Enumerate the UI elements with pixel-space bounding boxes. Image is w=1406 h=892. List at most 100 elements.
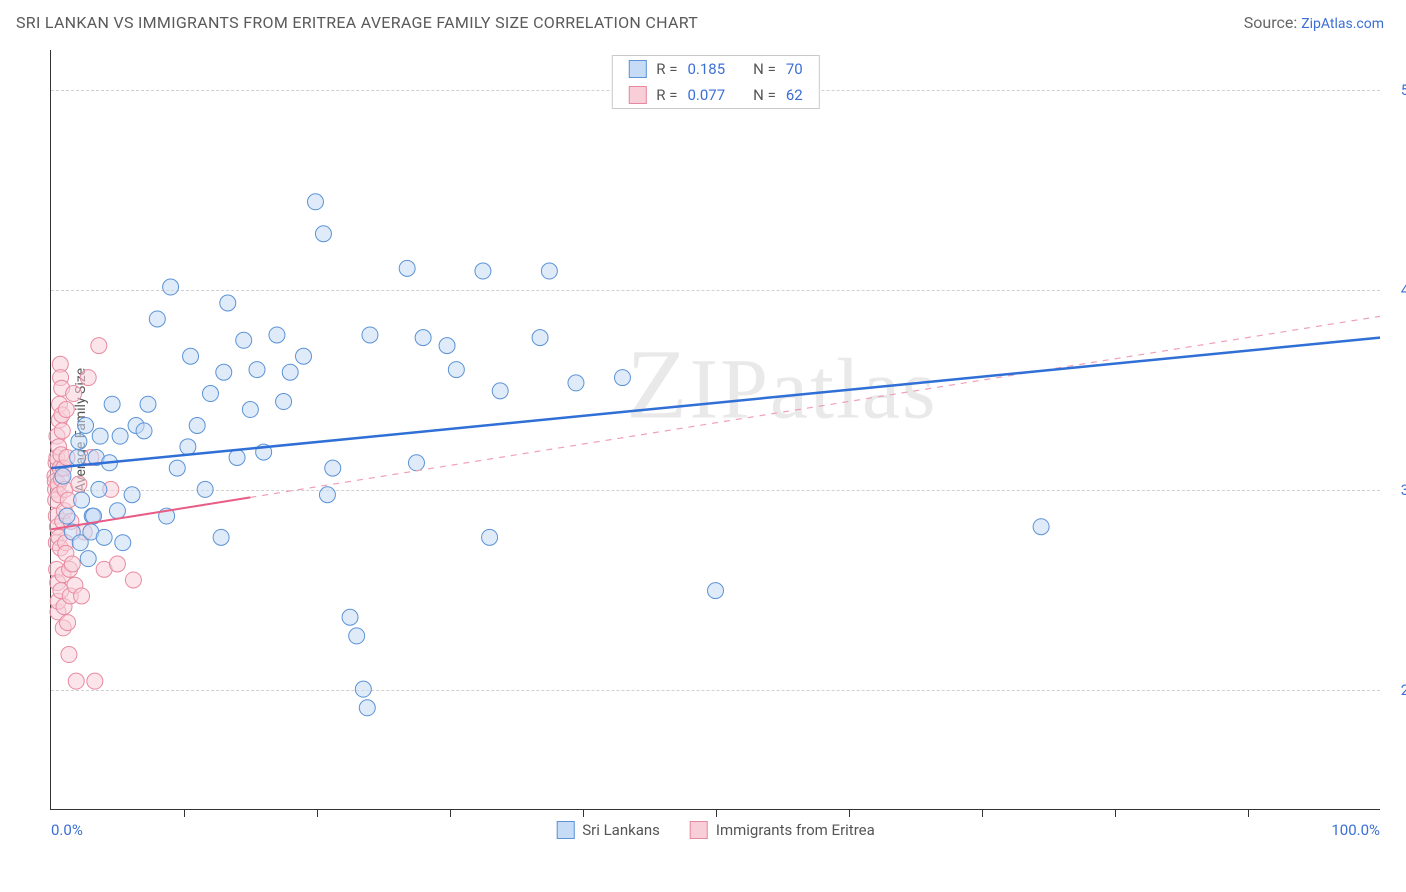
data-point [229, 449, 245, 465]
data-point [180, 439, 196, 455]
data-point [96, 529, 112, 545]
data-point [64, 556, 80, 572]
data-point [492, 383, 508, 399]
legend-label: Immigrants from Eritrea [716, 821, 875, 839]
data-point [276, 394, 292, 410]
data-point [342, 609, 358, 625]
data-point [359, 700, 375, 716]
source-link[interactable]: ZipAtlas.com [1301, 16, 1384, 32]
data-point [269, 327, 285, 343]
data-point [66, 386, 82, 402]
data-point [80, 551, 96, 567]
data-point [448, 362, 464, 378]
y-tick-label: 3.50 [1386, 481, 1406, 499]
data-point [189, 418, 205, 434]
r-value: 0.185 [687, 60, 725, 78]
stats-row-pink: R = 0.077 N = 62 [612, 82, 818, 108]
data-point [58, 402, 74, 418]
data-point [112, 428, 128, 444]
data-point [78, 418, 94, 434]
r-label: R = [656, 60, 677, 78]
data-point [87, 673, 103, 689]
data-point [475, 263, 491, 279]
data-point [125, 572, 141, 588]
data-point [59, 508, 75, 524]
data-point [242, 402, 258, 418]
x-tick [184, 809, 185, 817]
n-label: N = [753, 60, 776, 78]
data-point [140, 396, 156, 412]
data-point [68, 673, 84, 689]
data-point [149, 311, 165, 327]
data-point [568, 375, 584, 391]
plot-svg [51, 50, 1380, 809]
data-point [91, 338, 107, 354]
data-point [325, 460, 341, 476]
data-point [183, 348, 199, 364]
x-tick [583, 809, 584, 817]
data-point [74, 588, 90, 604]
x-tick [1248, 809, 1249, 817]
swatch-blue [556, 821, 574, 839]
x-max-label: 100.0% [1331, 821, 1380, 839]
data-point [236, 332, 252, 348]
x-tick [716, 809, 717, 817]
data-point [169, 460, 185, 476]
r-label: R = [656, 86, 677, 104]
source-label: Source: [1244, 13, 1301, 32]
data-point [362, 327, 378, 343]
data-point [71, 476, 87, 492]
data-point [482, 529, 498, 545]
data-point [92, 428, 108, 444]
data-point [216, 364, 232, 380]
data-point [136, 423, 152, 439]
data-point [249, 362, 265, 378]
data-point [197, 481, 213, 497]
y-tick-label: 2.75 [1386, 681, 1406, 699]
data-point [399, 260, 415, 276]
data-point [319, 487, 335, 503]
data-point [124, 487, 140, 503]
data-point [55, 468, 71, 484]
data-point [355, 681, 371, 697]
data-point [415, 330, 431, 346]
chart-title: SRI LANKAN VS IMMIGRANTS FROM ERITREA AV… [16, 13, 698, 32]
title-bar: SRI LANKAN VS IMMIGRANTS FROM ERITREA AV… [0, 0, 1406, 44]
data-point [282, 364, 298, 380]
data-point [439, 338, 455, 354]
data-point [220, 295, 236, 311]
data-point [315, 226, 331, 242]
stats-legend: R = 0.185 N = 70 R = 0.077 N = 62 [611, 55, 819, 109]
data-point [163, 279, 179, 295]
stats-row-blue: R = 0.185 N = 70 [612, 56, 818, 82]
x-tick [982, 809, 983, 817]
x-tick [317, 809, 318, 817]
y-tick-label: 4.25 [1386, 281, 1406, 299]
data-point [91, 481, 107, 497]
data-point [71, 433, 87, 449]
scatter-plot: ZIPatlas Average Family Size 2.753.504.2… [50, 50, 1380, 810]
data-point [202, 386, 218, 402]
source-credit: Source: ZipAtlas.com [1244, 13, 1384, 32]
data-point [74, 492, 90, 508]
swatch-blue [628, 60, 646, 78]
data-point [104, 396, 120, 412]
data-point [213, 529, 229, 545]
x-tick [1115, 809, 1116, 817]
x-tick [849, 809, 850, 817]
data-point [80, 370, 96, 386]
data-point [408, 455, 424, 471]
swatch-pink [690, 821, 708, 839]
data-point [109, 556, 125, 572]
data-point [349, 628, 365, 644]
legend-item-blue: Sri Lankans [556, 821, 660, 839]
legend-label: Sri Lankans [582, 821, 660, 839]
data-point [614, 370, 630, 386]
data-point [70, 449, 86, 465]
x-tick [450, 809, 451, 817]
data-point [60, 615, 76, 631]
swatch-pink [628, 86, 646, 104]
r-value: 0.077 [687, 86, 725, 104]
n-label: N = [753, 86, 776, 104]
data-point [296, 348, 312, 364]
